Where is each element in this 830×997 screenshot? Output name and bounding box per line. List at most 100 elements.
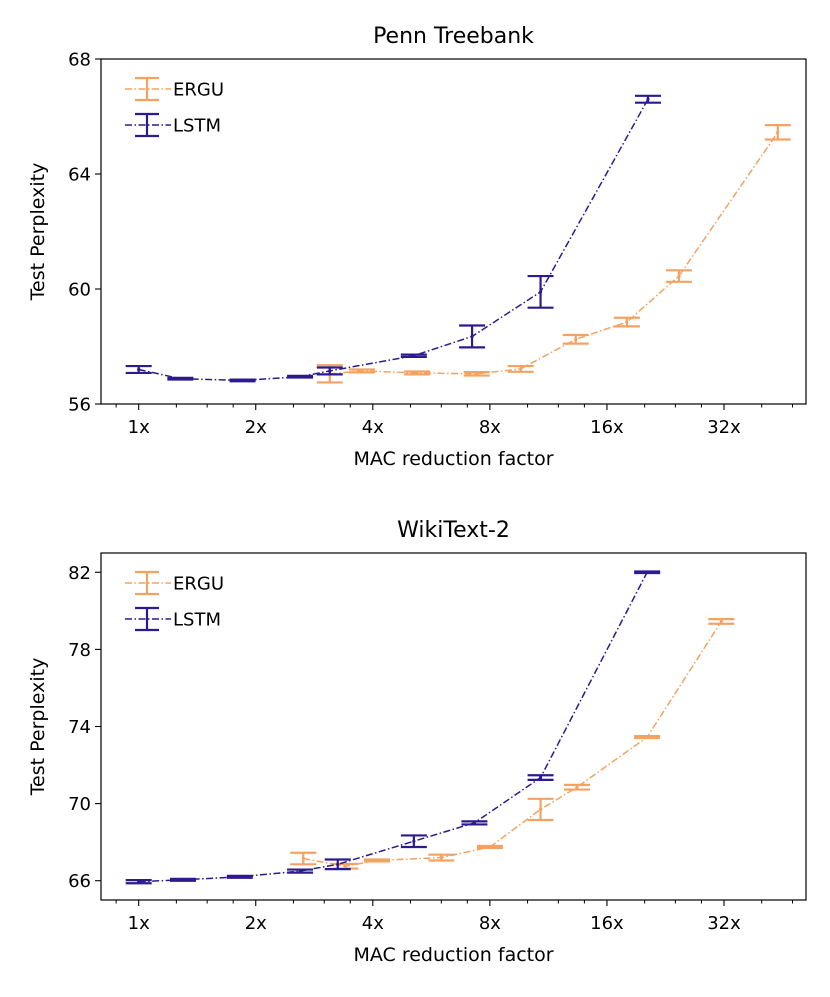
data-point [538,775,543,780]
error-bar [527,774,554,781]
error-bar [634,570,661,575]
legend-item-lstm: LSTM [125,112,221,138]
error-bar [527,797,554,822]
error-bar [125,364,152,375]
x-axis-label: MAC reduction factor [353,448,553,470]
chart-title: Penn Treebank [373,24,534,49]
data-point [470,334,474,339]
x-tick-label: 2x [245,417,267,438]
data-point [181,878,185,882]
data-point [575,785,579,789]
y-axis-label: Test Perplexity [27,163,49,302]
legend-label: ERGU [173,574,224,595]
data-point [519,367,523,371]
data-point [472,821,477,825]
data-point [240,378,245,383]
series-line [138,98,649,382]
data-point [625,320,629,324]
data-point [301,856,305,861]
error-bar [324,858,351,871]
error-bar [562,333,589,345]
legend-item-ergu: ERGU [125,570,224,596]
error-bar [634,735,661,740]
x-tick-label: 4x [362,913,384,934]
error-bar [613,316,640,328]
y-tick-label: 78 [68,640,91,661]
legend-label: LSTM [173,116,221,137]
y-tick-label: 68 [68,50,91,71]
x-tick-label: 2x [245,913,267,934]
data-point [439,855,443,860]
error-bar [400,834,427,849]
data-point [298,869,302,873]
x-tick-label: 1x [128,417,150,438]
error-bar [167,376,194,381]
data-point [178,377,182,381]
data-point [137,880,141,884]
error-bar [169,877,196,882]
data-point [415,371,419,375]
error-bar [563,783,590,791]
legend: ERGU LSTM [125,570,224,632]
error-bar [404,370,431,376]
legend: ERGU LSTM [125,76,224,138]
series-lstm [125,570,661,885]
data-point [538,290,543,294]
error-bar [428,853,455,862]
x-tick-label: 8x [479,913,501,934]
y-tick-label: 82 [68,563,91,584]
error-bar [400,353,427,358]
data-point [336,862,340,866]
x-tick-label: 32x [707,913,741,934]
error-bar [226,874,253,879]
error-bar [665,269,692,283]
x-axis-label: MAC reduction factor [353,944,553,966]
data-point [776,130,780,134]
series-lstm [125,94,661,383]
error-bar [287,374,314,379]
error-bar [125,879,152,885]
x-tick-label: 16x [590,417,624,438]
data-point [360,369,364,373]
error-bar [287,868,314,874]
error-bar [764,124,791,141]
x-tick-label: 8x [479,417,501,438]
chart-penn-treebank: 1x 2x 4x 8x 16x 32x 56 60 64 68 ERGU LSTM Penn Treeb… [27,24,807,470]
y-tick-label: 74 [68,717,91,738]
y-tick-label: 66 [68,871,91,892]
legend-label: LSTM [173,610,221,631]
data-point [412,839,416,843]
data-point [646,97,650,101]
data-point [412,354,416,358]
x-tick-label: 4x [362,417,384,438]
data-point [645,735,649,739]
plot-frame [100,552,807,901]
chart-title: WikiText-2 [397,518,510,543]
x-tick-label: 1x [128,913,150,934]
error-bar [348,368,375,374]
plot-frame [100,58,807,405]
legend-label: ERGU [173,80,224,101]
data-point [475,372,479,376]
error-bar [461,820,488,826]
y-axis-label: Test Perplexity [27,658,49,797]
series-line [303,621,722,868]
series-ergu [290,618,735,870]
error-bar [290,851,317,866]
x-tick-label: 32x [707,417,741,438]
data-point [488,845,492,849]
y-tick-label: 64 [68,165,91,186]
error-bar [708,618,735,625]
error-bar [507,364,534,373]
series-line [329,131,779,375]
data-point [574,337,578,341]
chart-wikitext-2: 1x 2x 4x 8x 16x 32x 66 70 74 78 82 ERGU LSTM WikiText… [27,518,807,966]
data-point [677,274,681,278]
data-point [645,570,649,574]
error-bar [363,858,390,863]
data-point [328,369,332,373]
error-bar [459,324,486,349]
legend-item-ergu: ERGU [125,76,224,102]
data-point [719,619,723,624]
